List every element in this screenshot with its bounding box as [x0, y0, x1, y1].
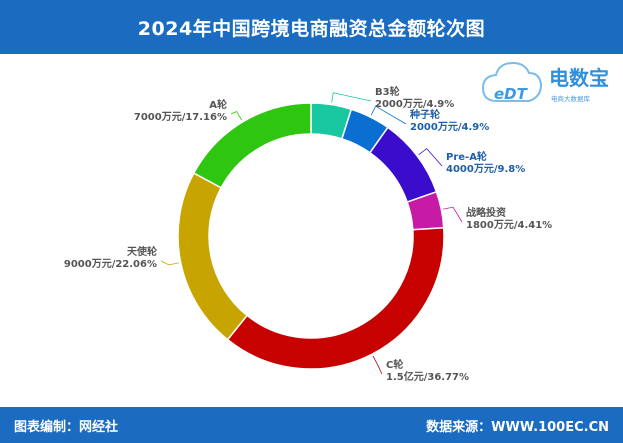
leader-line-4 — [372, 355, 383, 375]
header-bar: 2024年中国跨境电商融资总金额轮次图 — [0, 0, 623, 54]
chart-area: B3轮2000万元/4.9%种子轮2000万元/4.9%Pre-A轮4000万元… — [64, 61, 609, 383]
slice-5 — [177, 172, 249, 341]
slice-2 — [368, 126, 438, 204]
footer-credit: 图表编制：网经社 — [14, 420, 119, 435]
leader-line-6 — [230, 111, 243, 121]
slice-name-label-5: 天使轮 — [127, 245, 157, 258]
slice-value-label-3: 1800万元/4.41% — [466, 219, 552, 231]
logo-subtitle: 电商大数据库 — [551, 94, 591, 103]
slice-name-label-4: C轮 — [386, 358, 403, 371]
cloud-icon — [481, 61, 543, 102]
slice-value-label-0: 2000万元/4.9% — [375, 98, 454, 110]
slice-value-label-1: 2000万元/4.9% — [410, 121, 489, 133]
slice-value-label-5: 9000万元/22.06% — [64, 258, 157, 270]
donut-chart — [177, 102, 445, 370]
leader-lines — [160, 92, 463, 375]
leader-line-2 — [418, 148, 443, 167]
slice-name-label-6: A轮 — [209, 98, 227, 111]
slice-name-label-2: Pre-A轮 — [446, 150, 487, 163]
slice-value-label-4: 1.5亿元/36.77% — [386, 370, 469, 383]
leader-line-5 — [160, 260, 179, 266]
slice-value-label-2: 4000万元/9.8% — [446, 163, 525, 175]
footer-source: 数据来源：WWW.100EC.CN — [426, 420, 609, 435]
slice-6 — [192, 102, 312, 189]
slice-4 — [226, 227, 445, 370]
logo: eDT 电数宝 电商大数据库 — [481, 61, 609, 103]
footer-bar: 图表编制：网经社 数据来源：WWW.100EC.CN — [0, 407, 623, 443]
slice-name-label-0: B3轮 — [375, 85, 400, 98]
chart-title: 2024年中国跨境电商融资总金额轮次图 — [137, 17, 486, 40]
slice-name-label-1: 种子轮 — [409, 108, 440, 121]
leader-line-1 — [370, 105, 407, 125]
leader-line-0 — [331, 92, 372, 103]
slice-value-label-6: 7000万元/17.16% — [134, 111, 227, 123]
slice-labels: B3轮2000万元/4.9%种子轮2000万元/4.9%Pre-A轮4000万元… — [64, 85, 552, 383]
logo-letters: eDT — [494, 85, 529, 103]
slice-name-label-3: 战略投资 — [466, 206, 506, 219]
leader-line-3 — [443, 206, 463, 223]
logo-name: 电数宝 — [549, 66, 609, 90]
